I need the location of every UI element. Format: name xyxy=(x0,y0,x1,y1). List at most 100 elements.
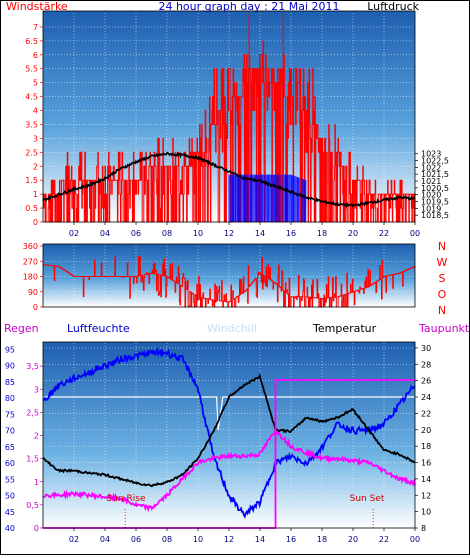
p3-ytick-label-temp: 28 xyxy=(421,360,431,369)
p3-ytick-label-humidity: 65 xyxy=(5,443,15,452)
p3-ytick-label-humidity: 70 xyxy=(5,427,15,436)
p3-xtick-label: 08 xyxy=(162,535,172,544)
series-humidity-line xyxy=(43,346,415,519)
p3-xtick-label: 18 xyxy=(317,535,327,544)
p3-ytick-label-humidity: 40 xyxy=(5,524,15,533)
p1-xtick-label: 08 xyxy=(162,229,172,238)
p3-ytick-label-rain: 0 xyxy=(34,524,39,533)
p1-ytick-label-left: 2.5 xyxy=(25,148,38,157)
compass-label-s: S xyxy=(439,272,446,285)
p1-xtick-label: 02 xyxy=(69,229,79,238)
p3-ytick-label-rain: 3,5 xyxy=(26,362,39,371)
p1-ytick-label-left: 1 xyxy=(33,190,38,199)
p1-ytick-label-right: 1023 xyxy=(421,150,441,159)
p1-xtick-label: 22 xyxy=(379,229,389,238)
p1-xtick-label: 20 xyxy=(348,229,358,238)
p3-ytick-label-temp: 10 xyxy=(421,508,431,517)
p3-ytick-label-temp: 22 xyxy=(421,409,431,418)
p3-ytick-label-temp: 14 xyxy=(421,475,431,484)
p3-ytick-label-temp: 18 xyxy=(421,442,431,451)
p3-xtick-label: 20 xyxy=(348,535,358,544)
p1-xtick-label: 10 xyxy=(193,229,203,238)
legend-temperatur: Temperatur xyxy=(312,322,377,335)
p3-ytick-label-temp: 8 xyxy=(421,524,426,533)
p3-ytick-label-temp: 30 xyxy=(421,344,431,353)
p3-ytick-label-humidity: 90 xyxy=(5,362,15,371)
p3-ytick-label-humidity: 85 xyxy=(5,378,15,387)
p3-ytick-label-humidity: 80 xyxy=(5,394,15,403)
p1-ytick-label-right: 1022 xyxy=(421,163,441,172)
p1-ytick-label-left: 2 xyxy=(33,162,38,171)
p1-ytick-label-left: 0.5 xyxy=(25,204,38,213)
p3-xtick-label: 04 xyxy=(100,535,110,544)
p1-ytick-label-left: 7 xyxy=(33,23,38,32)
p3-xtick-label: 12 xyxy=(224,535,234,544)
p3-ytick-label-rain: 1 xyxy=(34,478,39,487)
p1-ytick-label-right: 1018,5 xyxy=(421,211,449,220)
legend-taupunkt: Taupunkt xyxy=(418,322,469,335)
p1-xtick-label: 06 xyxy=(131,229,141,238)
p3-ytick-label-temp: 24 xyxy=(421,393,431,402)
p3-ytick-label-rain: 1,5 xyxy=(26,455,39,464)
p3-ytick-label-humidity: 50 xyxy=(5,492,15,501)
p1-ytick-label-left: 3.5 xyxy=(25,120,38,129)
p1-ytick-label-left: 0 xyxy=(33,218,38,227)
p1-xtick-label: 04 xyxy=(100,229,110,238)
p3-ytick-label-humidity: 75 xyxy=(5,410,15,419)
p1-ytick-label-left: 6 xyxy=(33,51,38,60)
series-temperature-line xyxy=(42,372,416,488)
compass-label-n-top: N xyxy=(438,240,446,253)
p2-ytick-label: 0 xyxy=(33,303,38,312)
annotation-sun-rise: Sun Rise xyxy=(107,494,146,504)
p3-xtick-label: 10 xyxy=(193,535,203,544)
p3-ytick-label-temp: 16 xyxy=(421,459,431,468)
p1-xtick-label: 16 xyxy=(286,229,296,238)
p3-ytick-label-humidity: 55 xyxy=(5,475,15,484)
annotation-sun-set: Sun Set xyxy=(350,494,385,504)
p1-xtick-label: 00 xyxy=(410,229,420,238)
p3-ytick-label-temp: 20 xyxy=(421,426,431,435)
p1-ytick-label-right: 1021 xyxy=(421,177,441,186)
series-direction-line xyxy=(43,255,416,308)
p1-ytick-label-right: 1020,5 xyxy=(421,184,449,193)
p2-ytick-label: 270 xyxy=(23,257,38,266)
p1-xtick-label: 18 xyxy=(317,229,327,238)
p3-ytick-label-humidity: 45 xyxy=(5,508,15,517)
panel-wind-direction: 0 90 180 270 360 xyxy=(23,242,416,312)
compass-label-n-bottom: N xyxy=(438,304,446,317)
p3-ytick-label-temp: 26 xyxy=(421,377,431,386)
p1-ytick-label-right: 1021,5 xyxy=(421,170,449,179)
panel-direction-bg xyxy=(43,244,415,307)
series-dewpoint-line xyxy=(42,427,416,513)
p3-ytick-label-temp: 12 xyxy=(421,491,431,500)
p1-ytick-label-left: 5 xyxy=(33,79,38,88)
left-axis-label-windstaerke: Windstärke xyxy=(6,1,68,13)
p1-ytick-label-right: 1019,5 xyxy=(421,198,449,207)
compass-label-o: O xyxy=(438,288,447,301)
p1-ytick-label-left: 4.5 xyxy=(25,93,38,102)
p1-ytick-label-left: 3 xyxy=(33,134,38,143)
p3-ytick-label-humidity: 95 xyxy=(5,345,15,354)
p3-xtick-label: 00 xyxy=(410,535,420,544)
p3-ytick-label-humidity: 60 xyxy=(5,459,15,468)
p3-xtick-label: 16 xyxy=(286,535,296,544)
p1-ytick-label-right: 1020 xyxy=(421,191,441,200)
chart-title: 24 hour graph day : 21 Mai 2011 xyxy=(158,1,339,13)
p1-xtick-label: 14 xyxy=(255,229,265,238)
p1-xtick-label: 12 xyxy=(224,229,234,238)
legend-luftfeuchte: Luftfeuchte xyxy=(67,322,130,335)
p1-ytick-label-left: 1.5 xyxy=(25,176,38,185)
legend-regen: Regen xyxy=(4,322,39,335)
p1-ytick-label-left: 6.5 xyxy=(25,37,38,46)
p1-ytick-label-right: 1022,5 xyxy=(421,157,449,166)
p3-ytick-label-rain: 2 xyxy=(34,432,39,441)
p3-xtick-label: 06 xyxy=(131,535,141,544)
p2-ytick-label: 90 xyxy=(28,288,38,297)
right-axis-label-luftdruck: Luftdruck xyxy=(367,1,419,13)
p1-ytick-label-left: 5.5 xyxy=(25,65,38,74)
p2-ytick-label: 360 xyxy=(23,242,38,251)
p3-ytick-label-rain: 3 xyxy=(34,385,39,394)
panel-wind-pressure: 00.511.522.533.544.555.566.571018,510191… xyxy=(25,10,449,238)
